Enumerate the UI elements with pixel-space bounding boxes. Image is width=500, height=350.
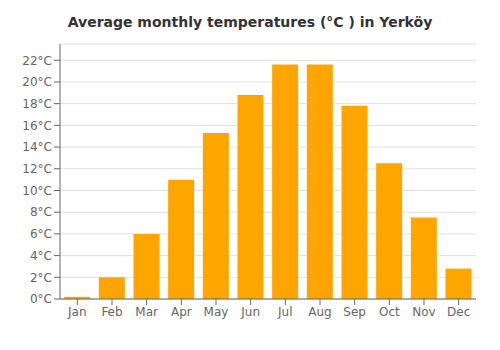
svg-text:16°C: 16°C xyxy=(22,119,52,133)
svg-text:14°C: 14°C xyxy=(22,140,52,154)
svg-text:Apr: Apr xyxy=(171,305,192,319)
svg-text:Oct: Oct xyxy=(379,305,400,319)
svg-text:12°C: 12°C xyxy=(22,162,52,176)
svg-text:8°C: 8°C xyxy=(30,205,52,219)
html-text:Average monthly temperatures (: Average monthly temperatures (°C ) in Ye… xyxy=(67,14,433,30)
svg-text:10°C: 10°C xyxy=(22,184,52,198)
svg-text:Jan: Jan xyxy=(67,305,87,319)
svg-text:20°C: 20°C xyxy=(22,75,52,89)
svg-text:0°C: 0°C xyxy=(30,292,52,306)
svg-text:4°C: 4°C xyxy=(30,249,52,263)
svg-text:Jul: Jul xyxy=(277,305,292,319)
svg-text:Mar: Mar xyxy=(135,305,158,319)
svg-text:2°C: 2°C xyxy=(30,271,52,285)
svg-text:Feb: Feb xyxy=(101,305,122,319)
svg-text:Jun: Jun xyxy=(240,305,260,319)
svg-text:Sep: Sep xyxy=(343,305,366,319)
svg-text:6°C: 6°C xyxy=(30,227,52,241)
svg-text:18°C: 18°C xyxy=(22,97,52,111)
svg-text:May: May xyxy=(204,305,229,319)
svg-text:22°C: 22°C xyxy=(22,54,52,68)
svg-text:Nov: Nov xyxy=(412,305,435,319)
svg-text:Dec: Dec xyxy=(447,305,470,319)
svg-text:Aug: Aug xyxy=(308,305,331,319)
